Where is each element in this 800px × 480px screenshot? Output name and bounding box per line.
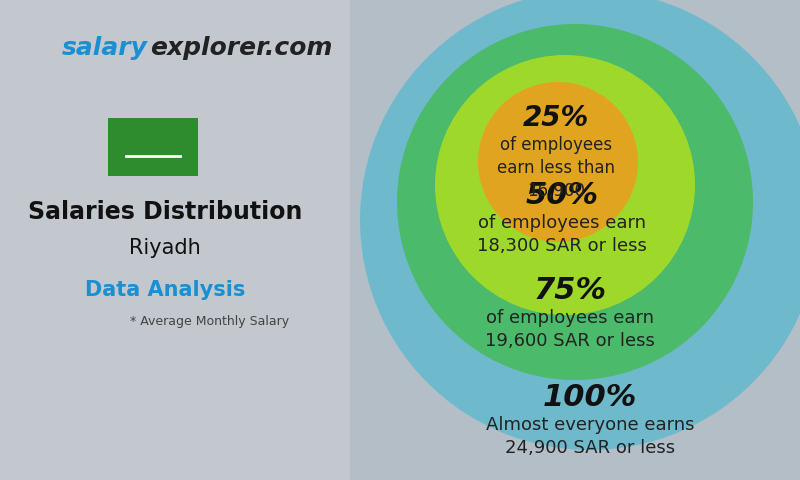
Text: explorer.com: explorer.com (150, 36, 332, 60)
Text: * Average Monthly Salary: * Average Monthly Salary (130, 315, 289, 328)
Text: Data Analysis: Data Analysis (85, 280, 245, 300)
Text: of employees
earn less than
16,900: of employees earn less than 16,900 (497, 136, 615, 200)
Circle shape (478, 82, 638, 242)
Text: Almost everyone earns
24,900 SAR or less: Almost everyone earns 24,900 SAR or less (486, 416, 694, 457)
Text: 100%: 100% (543, 383, 637, 412)
Text: Salaries Distribution: Salaries Distribution (28, 200, 302, 224)
Text: of employees earn
19,600 SAR or less: of employees earn 19,600 SAR or less (485, 309, 655, 350)
Bar (108, 118, 198, 176)
Text: 25%: 25% (523, 104, 589, 132)
Circle shape (397, 24, 753, 380)
Text: 75%: 75% (534, 276, 606, 305)
Circle shape (360, 0, 800, 450)
Text: salary: salary (62, 36, 148, 60)
Text: Riyadh: Riyadh (129, 238, 201, 258)
Bar (350, 0, 800, 480)
Text: 50%: 50% (526, 181, 598, 210)
Text: of employees earn
18,300 SAR or less: of employees earn 18,300 SAR or less (477, 214, 647, 255)
Circle shape (435, 55, 695, 315)
